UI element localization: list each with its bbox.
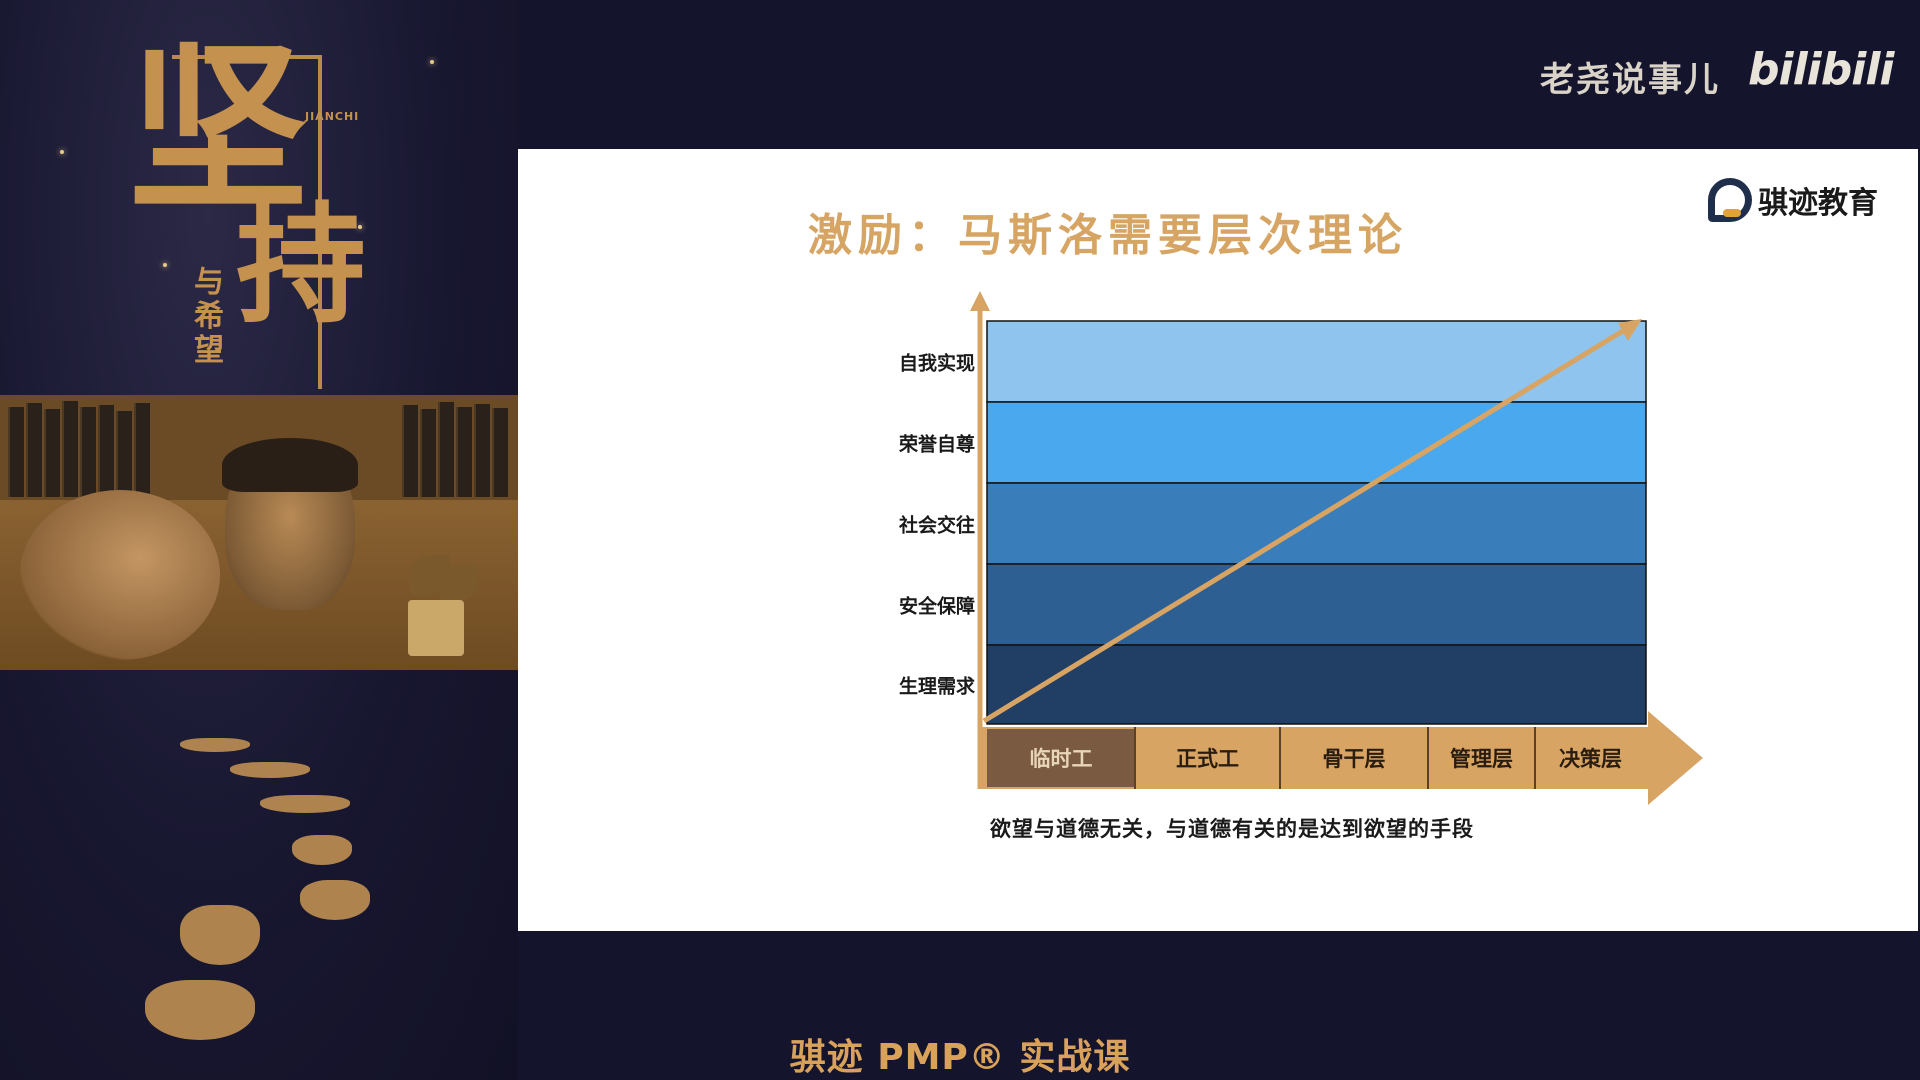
- need-level-label: 社会交往: [898, 514, 975, 537]
- stage-label: 管理层: [1450, 747, 1513, 771]
- stage-label: 决策层: [1559, 747, 1622, 771]
- footprint: [180, 905, 260, 965]
- poster-char-jian: 坚: [128, 24, 309, 235]
- webcam-panel: 坚 持 与希望 JIANCHI: [0, 0, 518, 1080]
- presenter-hand: [20, 490, 220, 660]
- need-level-band: [986, 563, 1647, 646]
- need-level-band: [986, 644, 1647, 725]
- presenter-hair: [222, 438, 358, 492]
- stage-arrow: [982, 711, 1703, 805]
- footprint: [180, 738, 250, 752]
- sparkle-icon: [358, 225, 362, 229]
- course-title: 骐迹 PMP® 实战课: [789, 1037, 1131, 1078]
- stage-label: 正式工: [1176, 747, 1239, 771]
- sparkle-icon: [430, 60, 434, 64]
- need-level-label: 荣誉自尊: [898, 433, 975, 456]
- need-level-label: 安全保障: [899, 595, 975, 618]
- y-axis-arrowhead-icon: [970, 291, 990, 311]
- need-level-label: 生理需求: [899, 675, 976, 698]
- footprint: [300, 880, 370, 920]
- poster-subtitle: 与希望: [194, 265, 224, 368]
- growth-arrow-line: [982, 326, 1628, 724]
- stage-label: 骨干层: [1323, 747, 1386, 771]
- footprint: [145, 980, 255, 1040]
- stage-label: 临时工: [1030, 747, 1093, 771]
- need-level-band: [986, 401, 1647, 484]
- sparkle-icon: [163, 263, 167, 267]
- bilibili-logo: bilibili: [1748, 44, 1894, 95]
- poster-pinyin: JIANCHI: [305, 110, 360, 123]
- sparkle-icon: [60, 150, 64, 154]
- slide-caption: 欲望与道德无关，与道德有关的是达到欲望的手段: [990, 817, 1474, 841]
- poster-frame-line: [172, 55, 322, 389]
- poster-char-chi: 持: [236, 188, 367, 341]
- slide-title: 激励：马斯洛需要层次理论: [808, 210, 1408, 261]
- footprint: [230, 762, 310, 778]
- plant-leaf: [440, 565, 476, 601]
- org-logo-icon: [1708, 178, 1752, 222]
- growth-arrowhead-icon: [1618, 319, 1642, 341]
- footprint: [260, 795, 350, 813]
- need-level-label: 自我实现: [899, 352, 975, 375]
- need-level-band: [986, 482, 1647, 565]
- presentation-slide: 骐迹教育 激励：马斯洛需要层次理论 自我实现荣誉自尊社会交往安全保障生理需求临时…: [518, 149, 1918, 931]
- plant-pot: [408, 600, 464, 656]
- org-name: 骐迹教育: [1758, 186, 1878, 221]
- footprint: [292, 835, 352, 865]
- channel-name: 老尧说事儿: [1540, 60, 1720, 100]
- org-logo: 骐迹教育: [1708, 173, 1878, 227]
- stage-active-highlight: [987, 729, 1135, 787]
- need-level-band: [986, 320, 1647, 403]
